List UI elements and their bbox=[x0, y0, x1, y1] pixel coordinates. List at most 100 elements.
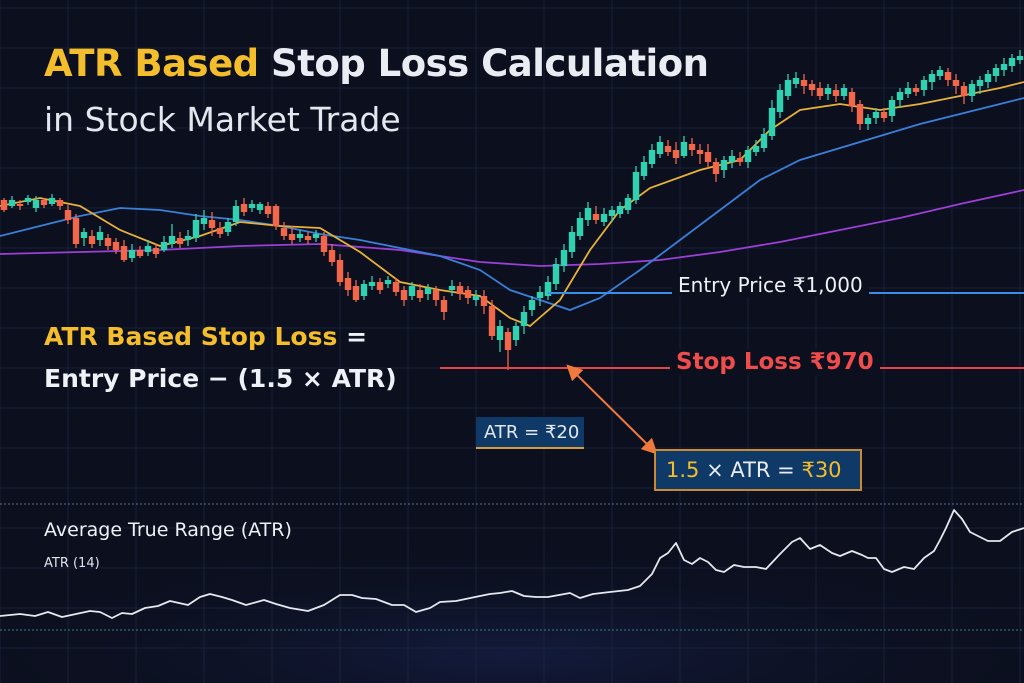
candle bbox=[928, 74, 936, 82]
candle bbox=[824, 88, 832, 94]
candle bbox=[200, 218, 208, 224]
candle bbox=[400, 290, 408, 300]
page-subtitle: in Stock Market Trade bbox=[44, 100, 401, 139]
candle bbox=[272, 206, 280, 226]
candle bbox=[96, 232, 104, 240]
candle bbox=[952, 80, 960, 86]
stop-loss-label: Stop Loss ₹970 bbox=[670, 349, 880, 375]
atr-line bbox=[0, 509, 1024, 619]
candle bbox=[760, 134, 768, 148]
candle bbox=[888, 100, 896, 116]
candlesticks bbox=[0, 50, 1024, 370]
candle bbox=[784, 80, 792, 96]
candle bbox=[432, 290, 440, 300]
formula-expression: Entry Price − (1.5 × ATR) bbox=[44, 364, 397, 393]
candle bbox=[600, 214, 608, 222]
formula-accent: ATR Based Stop Loss bbox=[44, 322, 338, 351]
candle bbox=[624, 198, 632, 210]
candle bbox=[504, 332, 512, 350]
candle bbox=[528, 300, 536, 310]
candle bbox=[344, 278, 352, 290]
candle bbox=[472, 296, 480, 300]
candle bbox=[520, 312, 528, 326]
candle bbox=[424, 288, 432, 294]
candle bbox=[448, 286, 456, 290]
candle bbox=[816, 88, 824, 96]
candle bbox=[80, 232, 88, 238]
candle bbox=[976, 80, 984, 86]
formula-heading: ATR Based Stop Loss = bbox=[44, 322, 367, 351]
candle bbox=[680, 142, 688, 156]
candle bbox=[800, 80, 808, 86]
candle bbox=[728, 156, 736, 162]
candle bbox=[568, 232, 576, 252]
ma-slow-line bbox=[0, 189, 1024, 267]
candle bbox=[912, 88, 920, 92]
candle bbox=[552, 264, 560, 284]
candle bbox=[16, 204, 24, 206]
candle bbox=[808, 84, 816, 90]
candle bbox=[176, 238, 184, 244]
candle bbox=[480, 296, 488, 306]
candle bbox=[168, 236, 176, 244]
candle bbox=[688, 144, 696, 150]
candle bbox=[704, 152, 712, 162]
candle bbox=[584, 208, 592, 220]
candle bbox=[72, 218, 80, 244]
candle bbox=[648, 150, 656, 164]
candle bbox=[120, 246, 128, 260]
candle bbox=[488, 306, 496, 336]
page-title: ATR Based Stop Loss Calculation bbox=[44, 42, 709, 85]
candle bbox=[216, 228, 224, 234]
candle bbox=[696, 150, 704, 154]
candle bbox=[48, 198, 56, 204]
candle bbox=[944, 72, 952, 80]
candle bbox=[920, 80, 928, 90]
candle bbox=[64, 210, 72, 220]
candle bbox=[880, 112, 888, 118]
candle bbox=[720, 160, 728, 170]
candle bbox=[960, 86, 968, 96]
candle bbox=[1016, 56, 1024, 60]
candle bbox=[312, 234, 320, 238]
atr-multiplier-callout: 1.5 × ATR = ₹30 bbox=[654, 449, 862, 491]
candle bbox=[864, 118, 872, 124]
candle bbox=[672, 150, 680, 158]
candle bbox=[496, 326, 504, 340]
atr-value-callout: ATR = ₹20 bbox=[476, 417, 584, 449]
candle bbox=[360, 284, 368, 296]
atr-panel-subtitle: ATR (14) bbox=[44, 556, 100, 571]
candle bbox=[128, 250, 136, 258]
candle bbox=[856, 104, 864, 124]
candle bbox=[160, 242, 168, 250]
candle bbox=[328, 250, 336, 262]
candle bbox=[632, 172, 640, 200]
formula-equals: = bbox=[346, 322, 368, 351]
candle bbox=[440, 300, 448, 312]
candle bbox=[24, 198, 32, 202]
atr-panel-title: Average True Range (ATR) bbox=[44, 519, 292, 541]
candle bbox=[280, 228, 288, 236]
candle bbox=[664, 146, 672, 152]
entry-price-label: Entry Price ₹1,000 bbox=[672, 273, 869, 297]
candle bbox=[464, 290, 472, 298]
candle bbox=[936, 70, 944, 76]
candle bbox=[408, 286, 416, 296]
candle bbox=[1008, 58, 1016, 66]
candle bbox=[192, 220, 200, 238]
candle bbox=[416, 290, 424, 298]
candle bbox=[904, 88, 912, 94]
candle bbox=[536, 292, 544, 298]
candle bbox=[8, 200, 16, 206]
candle bbox=[776, 90, 784, 112]
candle bbox=[792, 78, 800, 84]
candle bbox=[752, 146, 760, 152]
multiplier-text: × ATR = bbox=[699, 458, 802, 482]
candle bbox=[296, 234, 304, 238]
candle bbox=[768, 108, 776, 136]
candle bbox=[136, 250, 144, 256]
candle bbox=[320, 236, 328, 252]
candle bbox=[384, 280, 392, 284]
candle bbox=[304, 236, 312, 240]
